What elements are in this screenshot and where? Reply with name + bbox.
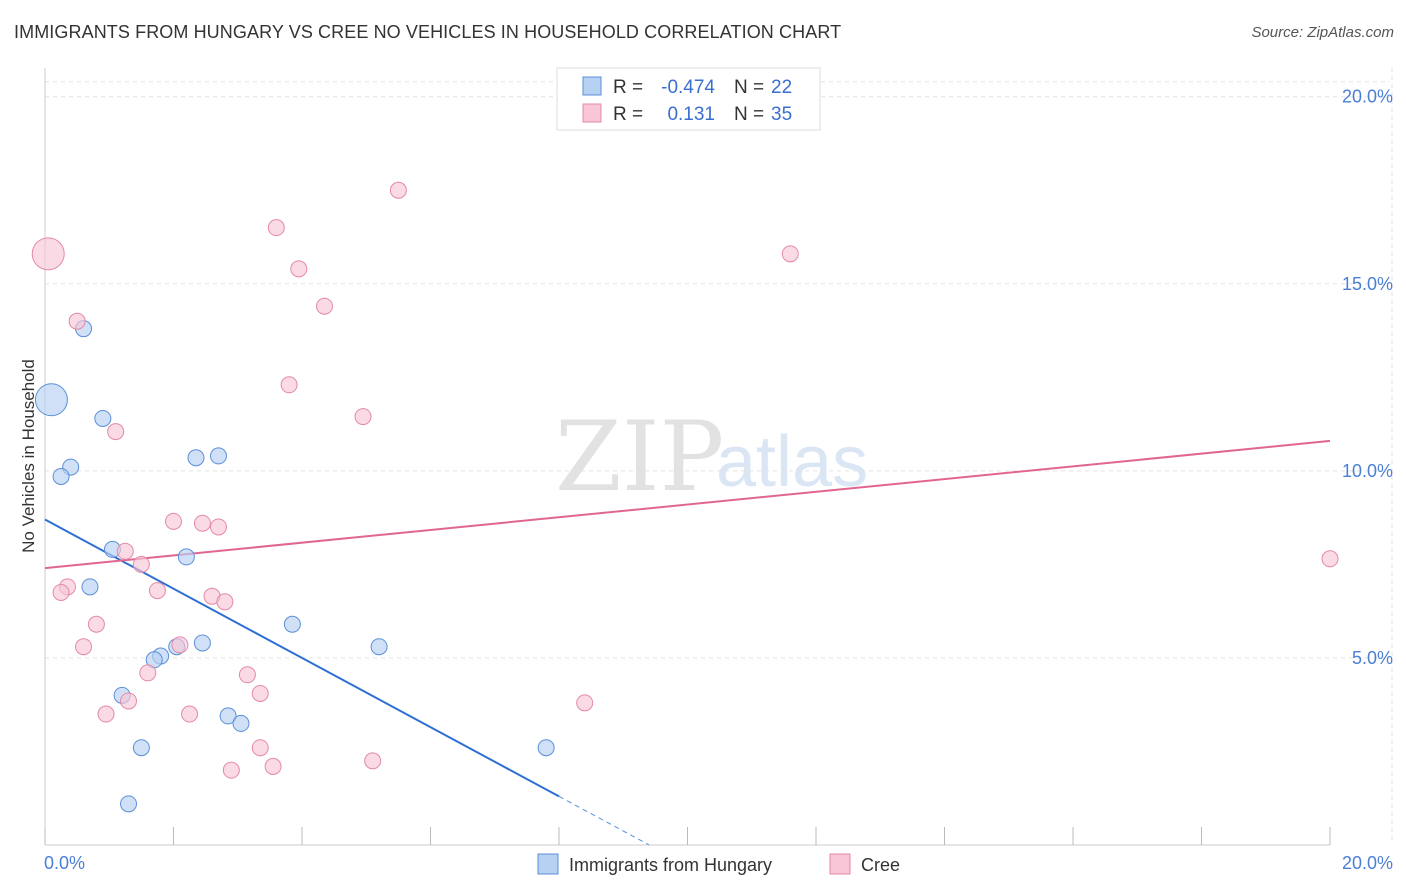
point-cree [87,615,105,633]
point-cree [132,555,150,573]
stats-legend: R = -0.474 N = 22 R = 0.131 N = 35 [556,67,821,131]
x-tick-label-min: 0.0% [44,853,85,873]
point-cree [781,245,799,263]
stats-r-value-blue: -0.474 [661,77,715,98]
chart-title: IMMIGRANTS FROM HUNGARY VS CREE NO VEHIC… [14,22,842,42]
legend-label-hungary: Immigrants from Hungary [569,855,772,875]
point-hungary [232,714,250,732]
trend-line-hungary-extension [558,795,650,846]
point-cree [52,583,70,601]
point-hungary [177,548,195,566]
point-cree [97,705,115,723]
y-tick-label: 20.0% [1342,87,1393,107]
point-cree [107,423,125,441]
y-tick-label: 10.0% [1342,461,1393,481]
point-hungary [209,447,227,465]
point-cree [251,684,269,702]
point-hungary [52,467,70,485]
point-cree [120,692,138,710]
trend-lines [44,439,1331,846]
source-credit: Source: ZipAtlas.com [1251,24,1394,41]
point-cree [139,664,157,682]
trend-line-cree [44,439,1331,570]
point-hungary [94,409,112,427]
stats-n-value-pink: 35 [771,104,792,125]
stats-n-value-blue: 22 [771,77,792,98]
y-tick-label: 5.0% [1352,648,1393,668]
point-hungary [283,615,301,633]
point-cree [209,518,227,536]
point-cree [116,542,134,560]
point-cree [171,636,189,654]
point-cree [238,666,256,684]
point-cree [290,260,308,278]
point-cree [1321,550,1339,568]
y-axis-label: No Vehicles in Household [19,359,38,553]
point-hungary [120,795,138,813]
point-cree [222,761,240,779]
legend-swatch-hungary [537,853,559,875]
point-cree [264,757,282,775]
point-cree [148,582,166,600]
point-cree [75,638,93,656]
point-hungary [187,449,205,467]
stats-r-value-pink: 0.131 [667,104,715,125]
stats-r-label-blue: R = [613,77,643,98]
data-points [31,181,1339,813]
point-hungary [81,578,99,596]
stats-r-label-pink: R = [613,104,643,125]
point-hungary [132,739,150,757]
watermark-atlas: atlas [716,422,868,502]
stats-n-label-pink: N = [734,104,764,125]
legend-label-cree: Cree [861,855,900,875]
point-cree [181,705,199,723]
stats-legend-swatch-pink [582,103,602,123]
bottom-legend: Immigrants from Hungary Cree [537,853,900,875]
x-tick-labels: 0.0% 20.0% [44,853,1393,873]
point-hungary [34,383,68,417]
point-cree [389,181,407,199]
point-cree [315,297,333,315]
y-tick-label: 15.0% [1342,274,1393,294]
legend-swatch-cree [829,853,851,875]
point-cree [216,593,234,611]
x-tick-label-max: 20.0% [1342,853,1393,873]
point-cree [576,694,594,712]
point-cree [31,237,65,271]
watermark-zip: ZIP [555,401,724,513]
gridlines [45,68,1393,845]
point-hungary [370,638,388,656]
trend-line-hungary [44,518,560,798]
point-hungary [537,739,555,757]
stats-legend-swatch-blue [582,76,602,96]
point-cree [193,514,211,532]
stats-n-label-blue: N = [734,77,764,98]
point-cree [251,739,269,757]
point-hungary [219,707,237,725]
point-cree [280,376,298,394]
point-cree [354,408,372,426]
point-cree [364,752,382,770]
y-tick-labels: 5.0% 10.0% 15.0% 20.0% [1342,87,1393,668]
axes [44,68,1331,846]
point-cree [165,512,182,530]
point-hungary [193,634,211,652]
point-cree [68,312,86,330]
point-cree [267,219,285,237]
